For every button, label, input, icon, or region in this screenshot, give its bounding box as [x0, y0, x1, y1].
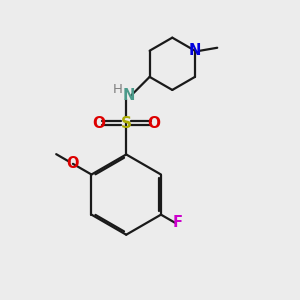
Text: O: O — [67, 156, 79, 171]
Text: F: F — [173, 215, 183, 230]
Text: O: O — [148, 116, 161, 131]
Text: O: O — [92, 116, 105, 131]
Text: N: N — [189, 43, 201, 58]
Text: H: H — [113, 83, 123, 97]
Text: S: S — [121, 116, 132, 131]
Text: N: N — [122, 88, 135, 103]
